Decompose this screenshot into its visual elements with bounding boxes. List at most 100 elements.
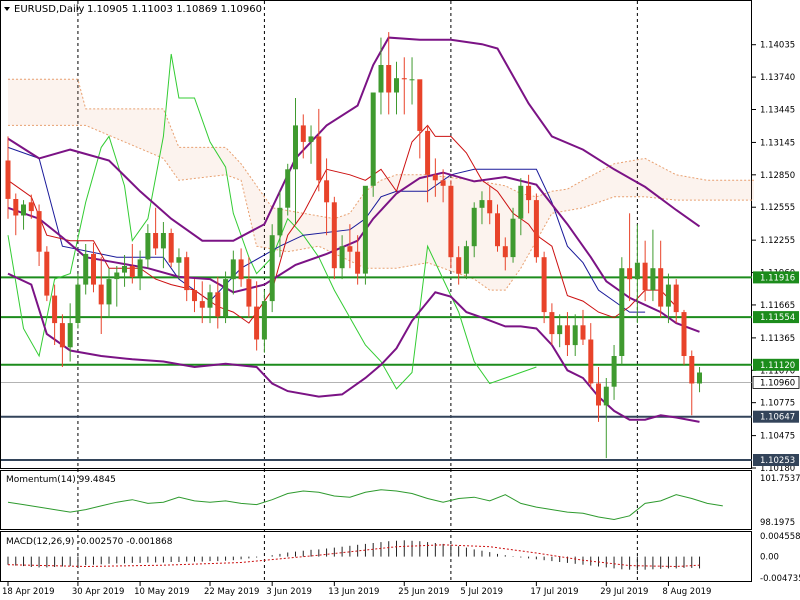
- candle: [487, 185, 493, 225]
- candle-body: [238, 259, 244, 280]
- candle: [533, 193, 539, 263]
- candle-body: [518, 185, 524, 219]
- bollinger-lower: [7, 272, 700, 423]
- macd-pane: 0.004558 0.00 -0.004735: [7, 532, 800, 584]
- level-label-text: 1.11554: [760, 313, 795, 323]
- candle-body: [362, 185, 368, 274]
- candle-body: [67, 323, 73, 348]
- candle-body: [36, 211, 42, 252]
- kijun-line: [7, 146, 646, 313]
- time-tick-label: 30 Apr 2019: [72, 587, 125, 597]
- candle-body: [557, 325, 563, 335]
- candle-body: [59, 323, 65, 348]
- symbol-title: EURUSD,Daily: [14, 4, 85, 15]
- momentum-pane-frame: [0, 470, 752, 530]
- time-tick-label: 5 Jul 2019: [460, 587, 503, 597]
- candle: [541, 251, 547, 324]
- time-tick-label: 8 Aug 2019: [662, 587, 711, 597]
- candle: [254, 281, 260, 351]
- candle-body: [324, 180, 330, 203]
- candle: [665, 273, 671, 324]
- momentum-tick-label: 98.1975: [760, 518, 795, 528]
- candle-body: [533, 200, 539, 258]
- candle: [28, 194, 34, 219]
- candle-body: [432, 174, 438, 181]
- candle-body: [355, 251, 361, 274]
- candle-body: [114, 272, 120, 280]
- candle-body: [176, 257, 182, 263]
- candle-body: [634, 262, 640, 280]
- candle: [409, 57, 415, 105]
- candle-body: [619, 268, 625, 356]
- candle: [308, 125, 314, 164]
- candle: [417, 79, 423, 159]
- candle: [440, 169, 446, 203]
- candle-body: [199, 301, 205, 308]
- candle-body: [673, 284, 679, 313]
- tenkan-line: [7, 124, 677, 324]
- candle-body: [129, 266, 135, 277]
- candle: [184, 251, 190, 302]
- candle: [634, 224, 640, 324]
- momentum-tick-label: 101.7537: [760, 474, 800, 484]
- candle: [300, 114, 306, 159]
- level-label-box: [753, 454, 799, 466]
- candle-body: [153, 233, 159, 249]
- candle-body: [611, 356, 617, 387]
- candle-body: [456, 257, 462, 274]
- candle: [549, 303, 555, 345]
- price-tick-label: 1.13145: [760, 138, 795, 148]
- candle: [293, 98, 298, 225]
- candle-body: [650, 268, 656, 291]
- price-tick-label: 1.11665: [760, 301, 795, 311]
- cloud-fill: [8, 79, 754, 291]
- ichimoku-cloud: [8, 78, 754, 291]
- level-label-text: 1.11120: [760, 361, 795, 371]
- candle: [658, 240, 664, 318]
- candle-body: [246, 279, 252, 307]
- candle-body: [549, 312, 555, 335]
- ohlc-values: 1.10905 1.11003 1.10869 1.10960: [87, 4, 262, 15]
- candle-body: [681, 312, 687, 356]
- candle-body: [409, 79, 415, 81]
- candle: [394, 61, 399, 115]
- candle-body: [526, 185, 532, 201]
- price-tick-label: 1.10475: [760, 432, 795, 442]
- candle: [642, 240, 648, 302]
- candle: [502, 237, 508, 271]
- candle: [627, 213, 633, 302]
- candle-body: [386, 65, 392, 93]
- candle-body: [378, 65, 384, 93]
- candle-body: [44, 251, 50, 296]
- candle: [5, 136, 11, 219]
- candle-body: [689, 356, 695, 384]
- price-axis: 1.14035 1.13740 1.13445 1.13145 1.12850 1.125…: [752, 41, 795, 474]
- candle-body: [603, 386, 609, 406]
- time-tick-label: 3 Jun 2019: [266, 587, 312, 597]
- candle: [362, 185, 368, 285]
- candle: [596, 367, 601, 422]
- candle: [215, 276, 221, 329]
- candle-body: [184, 257, 190, 291]
- candle-body: [269, 235, 275, 302]
- candle: [59, 314, 65, 367]
- momentum-line: [7, 489, 723, 521]
- candle-body: [401, 78, 407, 80]
- candle-body: [91, 253, 96, 285]
- candle-body: [502, 246, 508, 258]
- horizontal-levels[interactable]: [1, 276, 752, 461]
- price-tick-label: 1.10180: [760, 464, 795, 474]
- candle-body: [697, 372, 702, 384]
- level-label-box: [752, 375, 800, 389]
- level-label-text: 1.10253: [760, 456, 795, 466]
- candle-body: [168, 233, 174, 263]
- bollinger-middle: [7, 171, 700, 333]
- chevron-down-icon[interactable]: [4, 7, 10, 11]
- level-label-box: [753, 410, 799, 423]
- candle: [619, 257, 625, 365]
- candle-body: [588, 339, 594, 384]
- candle: [479, 191, 485, 225]
- candle-body: [495, 213, 500, 247]
- candle: [223, 271, 229, 324]
